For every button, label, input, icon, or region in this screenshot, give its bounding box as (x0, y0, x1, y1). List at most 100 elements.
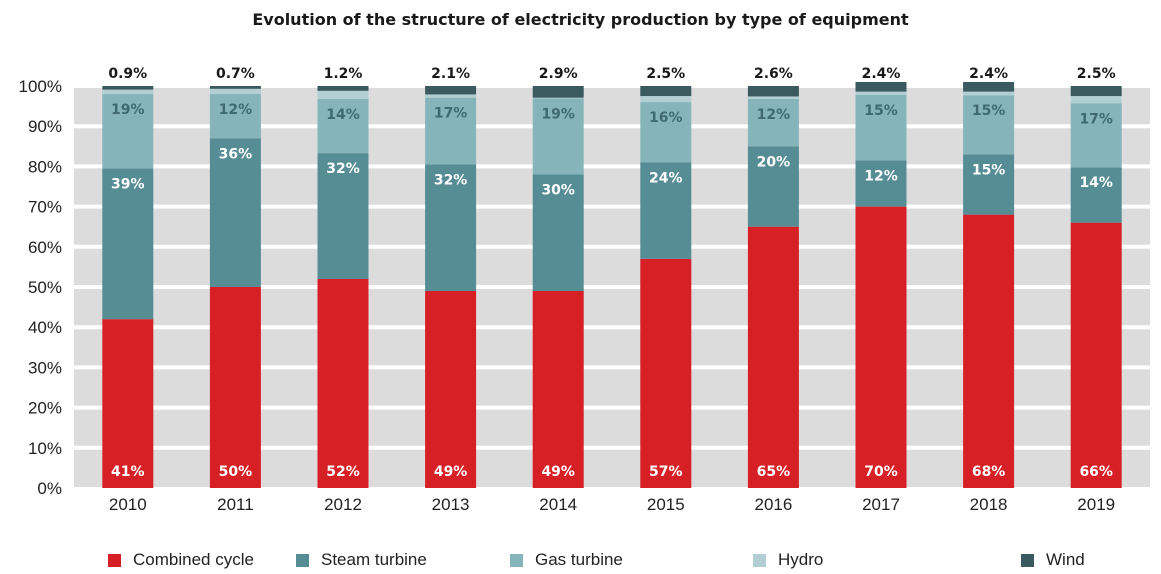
legend-item: Hydro (753, 550, 823, 570)
y-tick-label: 40% (28, 318, 62, 337)
bar-segment (855, 160, 907, 207)
y-tick-label: 50% (28, 278, 62, 297)
bar-segment (209, 287, 261, 488)
data-label: 14% (326, 107, 360, 123)
bar-segment (425, 97, 477, 165)
data-label: 66% (1079, 464, 1113, 480)
bar-segment (209, 94, 261, 139)
data-label: 19% (111, 102, 145, 118)
legend-swatch (510, 553, 523, 567)
y-tick-label: 90% (28, 117, 62, 136)
bar-segment (532, 86, 584, 98)
data-label: 49% (541, 464, 575, 480)
bar-segment (640, 86, 692, 97)
legend-label: Gas turbine (535, 550, 623, 569)
legend-swatch (753, 553, 766, 567)
data-label: 2.1% (431, 66, 470, 82)
bar-segment (425, 164, 477, 292)
data-label: 32% (326, 161, 360, 177)
bar-segment (209, 138, 261, 287)
data-label: 32% (434, 172, 468, 188)
legend-label: Hydro (778, 550, 824, 569)
data-label: 52% (326, 464, 360, 480)
legend-label: Combined cycle (133, 550, 254, 569)
legend-label: Wind (1046, 550, 1085, 569)
bar-segment (963, 91, 1015, 96)
bar-segment (640, 102, 692, 163)
x-tick-label: 2012 (324, 495, 362, 514)
data-label: 15% (972, 162, 1006, 178)
bar-segment (963, 95, 1015, 155)
data-label: 20% (757, 154, 791, 170)
data-label: 16% (649, 110, 683, 126)
data-label: 2.4% (969, 66, 1008, 82)
bar-segment (855, 91, 907, 95)
bar-segment (855, 94, 907, 161)
bar-segment (532, 97, 584, 99)
x-tick-label: 2019 (1077, 495, 1115, 514)
bar-segment (963, 214, 1015, 488)
bar-segment (532, 98, 584, 175)
x-tick-label: 2017 (862, 495, 900, 514)
data-label: 15% (972, 103, 1006, 119)
data-label: 49% (434, 464, 468, 480)
data-label: 14% (1079, 175, 1113, 191)
data-label: 2.6% (754, 66, 793, 82)
y-tick-label: 20% (28, 399, 62, 418)
bar-segment (317, 153, 369, 279)
y-tick-label: 70% (28, 198, 62, 217)
x-tick-label: 2016 (754, 495, 792, 514)
bar-segment (1070, 103, 1122, 168)
bar-segment (425, 86, 477, 95)
bar-segment (317, 86, 369, 91)
data-label: 17% (434, 106, 468, 122)
bar-segment (425, 291, 477, 488)
data-label: 70% (864, 464, 898, 480)
data-label: 1.2% (324, 66, 363, 82)
data-label: 41% (111, 464, 145, 480)
legend-item: Wind (1021, 550, 1085, 570)
bar-segment (963, 81, 1015, 92)
bar-segment (532, 291, 584, 488)
data-label: 39% (111, 176, 145, 192)
bar-segment (640, 258, 692, 488)
bar-segment (747, 226, 799, 488)
bar-segment (1070, 86, 1122, 97)
data-label: 24% (649, 170, 683, 186)
data-label: 30% (541, 182, 575, 198)
stacked-bar-chart: 0% 10% 20% 30% 40% 50% 60% 70% 80% 90% 100% 41% 39% 1… (19, 66, 1150, 514)
y-tick-label: 80% (28, 157, 62, 176)
data-label: 36% (219, 146, 253, 162)
y-tick-label: 10% (28, 439, 62, 458)
data-label: 65% (757, 464, 791, 480)
data-label: 2.5% (1077, 66, 1116, 82)
bar-segment (747, 86, 799, 97)
x-tick-label: 2015 (647, 495, 685, 514)
data-label: 15% (864, 103, 898, 119)
data-label: 12% (864, 168, 898, 184)
y-tick-label: 60% (28, 238, 62, 257)
data-label: 0.9% (108, 66, 147, 82)
x-tick-label: 2018 (970, 495, 1008, 514)
y-tick-label: 100% (19, 77, 62, 96)
bar-segment (102, 319, 154, 488)
bar-segment (102, 86, 154, 90)
legend-item: Gas turbine (510, 550, 623, 570)
data-label: 57% (649, 464, 683, 480)
data-label: 2.4% (862, 66, 901, 82)
bar-segment (317, 98, 369, 154)
bar-segment (532, 174, 584, 292)
bar-segment (317, 90, 369, 99)
bar-segment (425, 94, 477, 98)
legend-label: Steam turbine (321, 550, 427, 569)
data-label: 0.7% (216, 66, 255, 82)
bar-segment (102, 168, 154, 320)
y-tick-label: 0% (37, 479, 62, 498)
legend-swatch (1021, 553, 1034, 567)
bar-segment (747, 146, 799, 227)
bar-segment (102, 89, 154, 95)
bar-segment (855, 206, 907, 488)
bar-segment (640, 162, 692, 259)
bar-segment (1070, 222, 1122, 488)
bar-segment (855, 81, 907, 92)
